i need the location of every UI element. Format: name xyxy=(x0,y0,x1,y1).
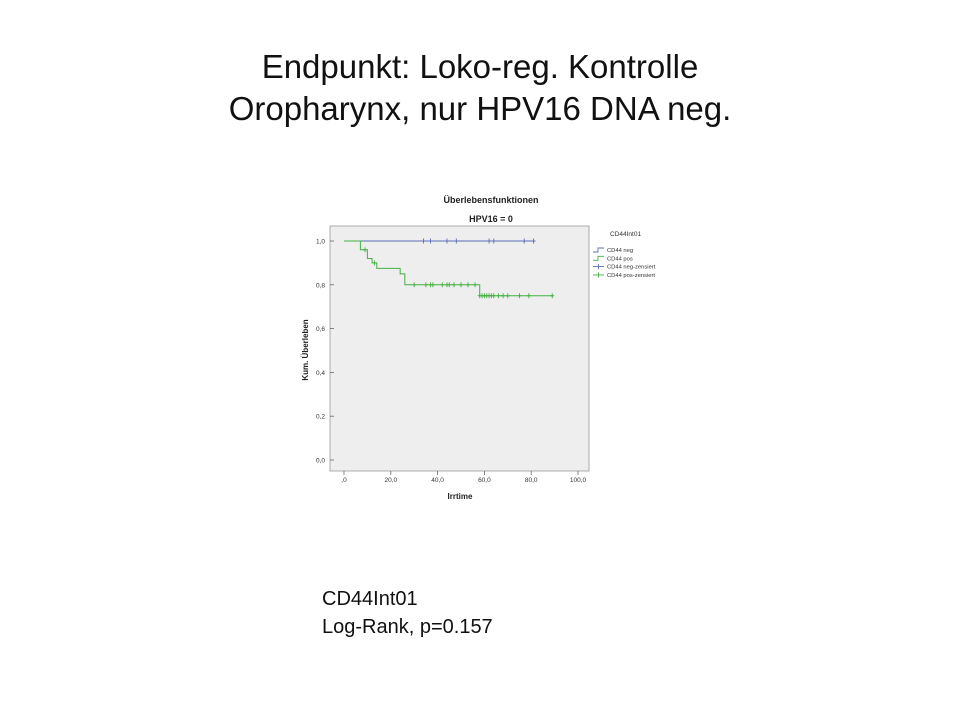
slide-title-line-2: Oropharynx, nur HPV16 DNA neg. xyxy=(228,90,732,127)
legend-swatch-line xyxy=(593,255,604,261)
caption-group-name: CD44Int01 xyxy=(322,588,418,610)
censored-mark xyxy=(466,282,471,288)
caption-log-rank: Log-Rank, p=0.157 xyxy=(322,616,493,638)
legend-title: CD44Int01 xyxy=(610,231,641,238)
y-tick-label: 0,2 xyxy=(316,414,325,421)
legend-item-label: CD44 pos xyxy=(607,256,633,262)
censored-mark xyxy=(473,282,478,288)
censored-mark xyxy=(522,238,527,244)
x-axis-label: Irrtime xyxy=(448,492,473,501)
censored-mark xyxy=(430,282,435,288)
censored-mark xyxy=(444,238,449,244)
x-tick-label: 40,0 xyxy=(431,477,444,484)
slide-title-line-1: Endpunkt: Loko-reg. Kontrolle xyxy=(261,48,699,85)
censored-mark xyxy=(421,238,426,244)
y-tick-label: 0,6 xyxy=(316,326,325,333)
censored-mark xyxy=(505,293,510,299)
censored-mark xyxy=(550,293,555,299)
y-tick-label: 0,0 xyxy=(316,458,325,465)
censored-mark xyxy=(372,260,377,266)
censored-mark xyxy=(412,282,417,288)
x-tick-label: ,0 xyxy=(341,477,347,484)
slide-title: Endpunkt: Loko-reg. Kontrolle Oropharynx… xyxy=(0,46,960,130)
censored-mark xyxy=(440,282,445,288)
censored-mark xyxy=(459,282,463,288)
censored-mark xyxy=(454,238,459,244)
censored-mark xyxy=(517,293,522,299)
legend-swatch-censored xyxy=(593,272,604,278)
legend-item-label: CD44 neg xyxy=(607,248,633,254)
series-layer xyxy=(344,238,555,299)
censored-mark xyxy=(447,282,452,288)
y-tick-label: 1,0 xyxy=(316,239,325,246)
x-tick-label: 80,0 xyxy=(525,477,538,484)
plot-area xyxy=(329,225,590,472)
legend-swatch-censored xyxy=(593,264,604,270)
censored-mark xyxy=(526,293,531,299)
censored-mark xyxy=(363,247,368,253)
x-tick-label: 100,0 xyxy=(570,477,587,484)
axes: 0,0 0,2 0,4 0,6 0,8 1,0 ,0 20,0 40,0 60,0 80,0 100,… xyxy=(316,239,587,485)
censored-mark xyxy=(491,238,496,244)
y-tick-label: 0,4 xyxy=(316,370,325,377)
censored-mark xyxy=(531,238,536,244)
censored-mark xyxy=(423,282,428,288)
y-axis-label: Kum. Überleben xyxy=(301,319,310,380)
legend: CD44Int01 CD44 neg CD44 pos CD44 neg-zensie… xyxy=(593,231,656,279)
chart-subtitle: HPV16 = 0 xyxy=(469,214,513,224)
legend-item-label: CD44 pos-zensiert xyxy=(607,273,655,279)
legend-swatch-line xyxy=(593,247,604,253)
x-tick-label: 20,0 xyxy=(384,477,397,484)
censored-mark xyxy=(451,282,456,288)
legend-item-label: CD44 neg-zensiert xyxy=(607,265,656,271)
censored-mark xyxy=(487,238,492,244)
censored-mark xyxy=(496,293,501,299)
y-tick-label: 0,8 xyxy=(316,282,325,289)
censored-mark xyxy=(428,238,433,244)
x-tick-label: 60,0 xyxy=(478,477,491,484)
survival-chart: Überlebensfunktionen HPV16 = 0 Kum. Über… xyxy=(301,195,656,501)
chart-title: Überlebensfunktionen xyxy=(443,195,538,205)
censored-mark xyxy=(501,293,506,299)
caption: CD44Int01 Log-Rank, p=0.157 xyxy=(322,585,493,641)
censored-mark xyxy=(491,293,496,299)
